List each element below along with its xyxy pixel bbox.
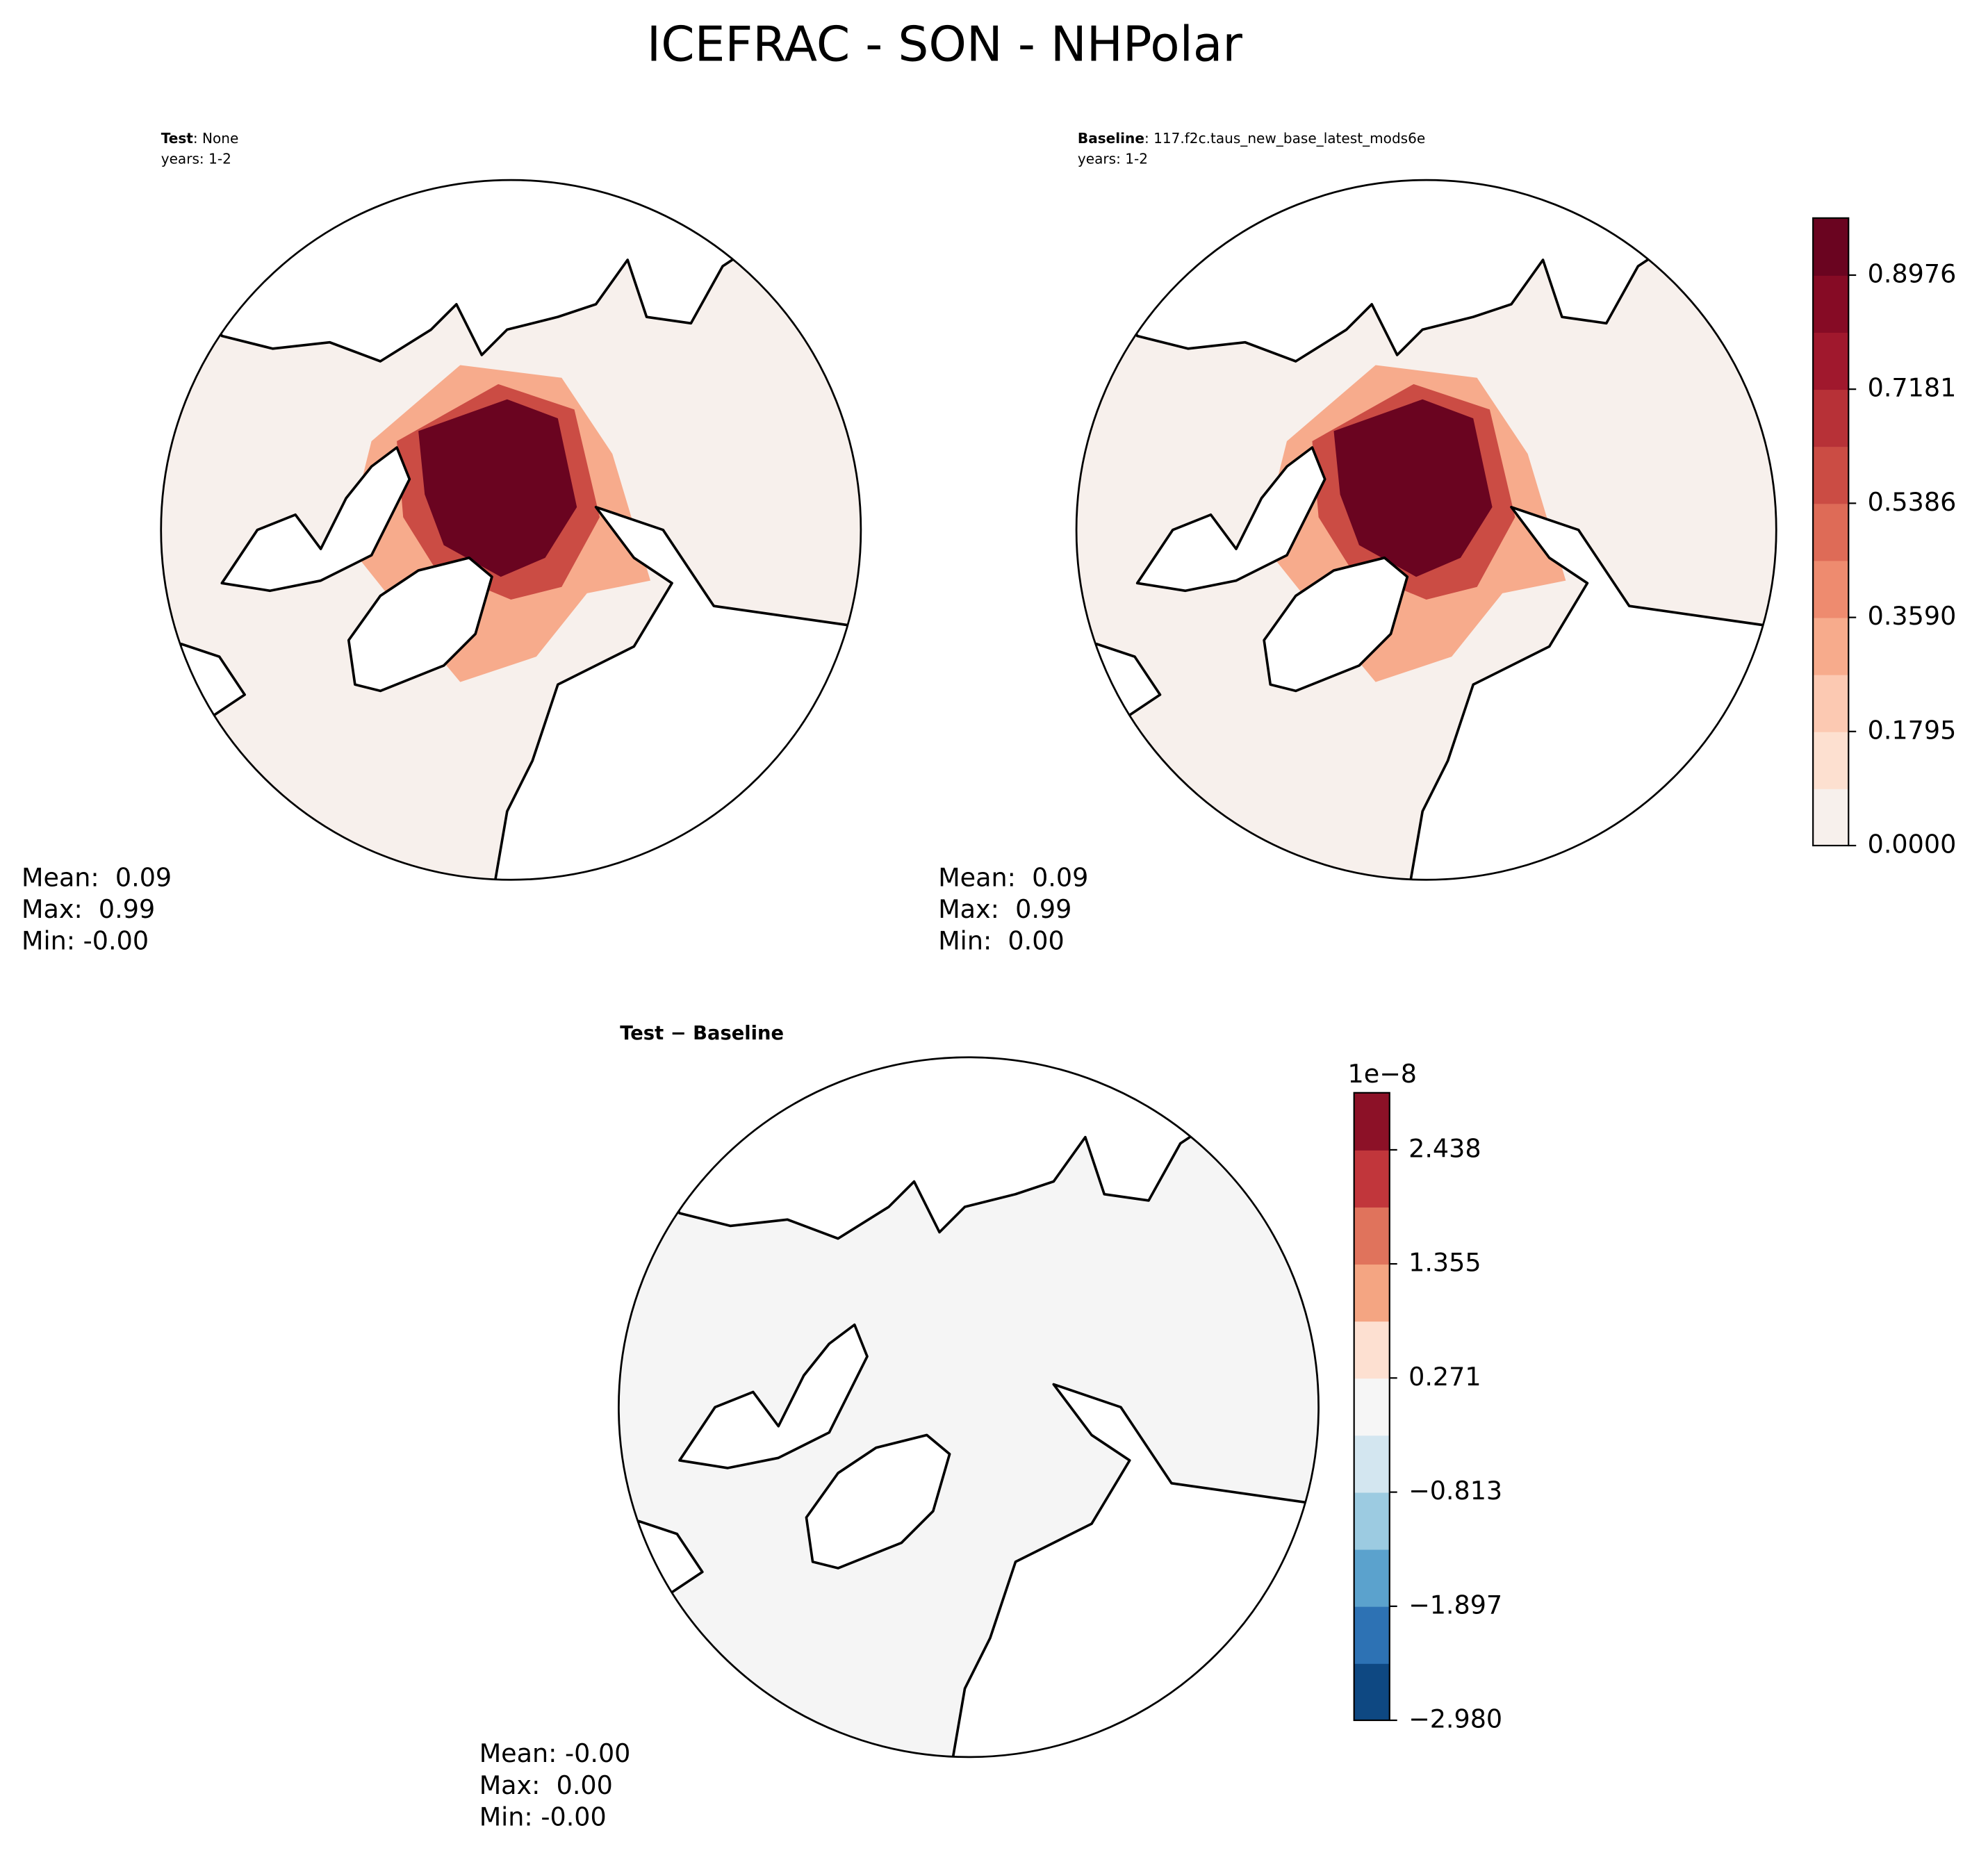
colorbar-band	[1354, 1663, 1390, 1721]
panel-name: Test	[161, 130, 194, 147]
stat-line: Mean: 0.09	[938, 862, 1088, 892]
colorbar-offset: 1e−8	[1348, 1059, 1417, 1089]
colorbar-tick-label: 0.1795	[1868, 715, 1957, 745]
colorbar-band	[1354, 1149, 1390, 1208]
stat-line: Max: 0.99	[938, 894, 1071, 924]
panel-years: years: 1-2	[1078, 150, 1148, 167]
colorbar-band	[1354, 1435, 1390, 1493]
colorbar-tick-label: 2.438	[1408, 1133, 1481, 1163]
stat-line: Max: 0.99	[22, 894, 155, 924]
colorbar-band	[1354, 1378, 1390, 1436]
stat-line: Min: -0.00	[479, 1802, 607, 1831]
panel-source: : 117.f2c.taus_new_base_latest_mods6e	[1144, 130, 1425, 147]
stat-line: Min: 0.00	[938, 926, 1064, 956]
colorbar-frame	[1353, 1092, 1390, 1722]
panel-name: Test − Baseline	[620, 1023, 784, 1044]
colorbar-band	[1354, 1321, 1390, 1379]
figure-title: ICEFRAC - SON - NHPolar	[647, 17, 1243, 73]
panel-years: years: 1-2	[161, 150, 231, 167]
colorbar-band	[1354, 1492, 1390, 1550]
colorbar-band	[1354, 1207, 1390, 1265]
colorbar-band	[1813, 617, 1849, 675]
colorbar-band	[1813, 560, 1849, 618]
colorbar-band	[1354, 1092, 1390, 1151]
stat-line: Max: 0.00	[479, 1770, 613, 1800]
stat-line: Mean: 0.09	[22, 862, 172, 892]
stat-line: Mean: -0.00	[479, 1738, 631, 1768]
colorbar-band	[1813, 389, 1849, 447]
stat-line: Min: -0.00	[22, 926, 149, 956]
colorbar-band	[1813, 332, 1849, 390]
map	[1075, 179, 1777, 881]
colorbar-band	[1813, 503, 1849, 561]
colorbar-tick-label: −1.897	[1408, 1590, 1502, 1620]
colorbar-band	[1813, 217, 1849, 276]
colorbar-band	[1354, 1264, 1390, 1322]
colorbar-tick-label: 0.7181	[1868, 373, 1957, 403]
panel-name: Baseline	[1078, 130, 1144, 147]
colorbar-band	[1813, 788, 1849, 846]
colorbar-frame	[1812, 217, 1850, 847]
colorbar-tick-label: 0.0000	[1868, 830, 1957, 859]
colorbar-tick-label: −0.813	[1408, 1476, 1502, 1506]
colorbar-band	[1813, 446, 1849, 504]
colorbar-band	[1813, 674, 1849, 732]
colorbar-band	[1354, 1606, 1390, 1664]
panel-source: : None	[193, 130, 238, 147]
colorbar-tick-label: −2.980	[1408, 1704, 1502, 1733]
colorbar-band	[1354, 1549, 1390, 1607]
colorbar-tick-label: 0.271	[1408, 1362, 1481, 1392]
colorbar-band	[1813, 274, 1849, 333]
colorbar-tick-label: 0.8976	[1868, 258, 1957, 288]
panel-label: Test: None	[161, 130, 239, 147]
map	[160, 179, 862, 881]
colorbar-tick-label: 1.355	[1408, 1248, 1481, 1278]
colorbar-tick-label: 0.3590	[1868, 601, 1957, 631]
map	[618, 1056, 1320, 1759]
panel-label: Baseline: 117.f2c.taus_new_base_latest_m…	[1078, 130, 1425, 147]
colorbar-tick-label: 0.5386	[1868, 487, 1957, 517]
colorbar-band	[1813, 731, 1849, 789]
